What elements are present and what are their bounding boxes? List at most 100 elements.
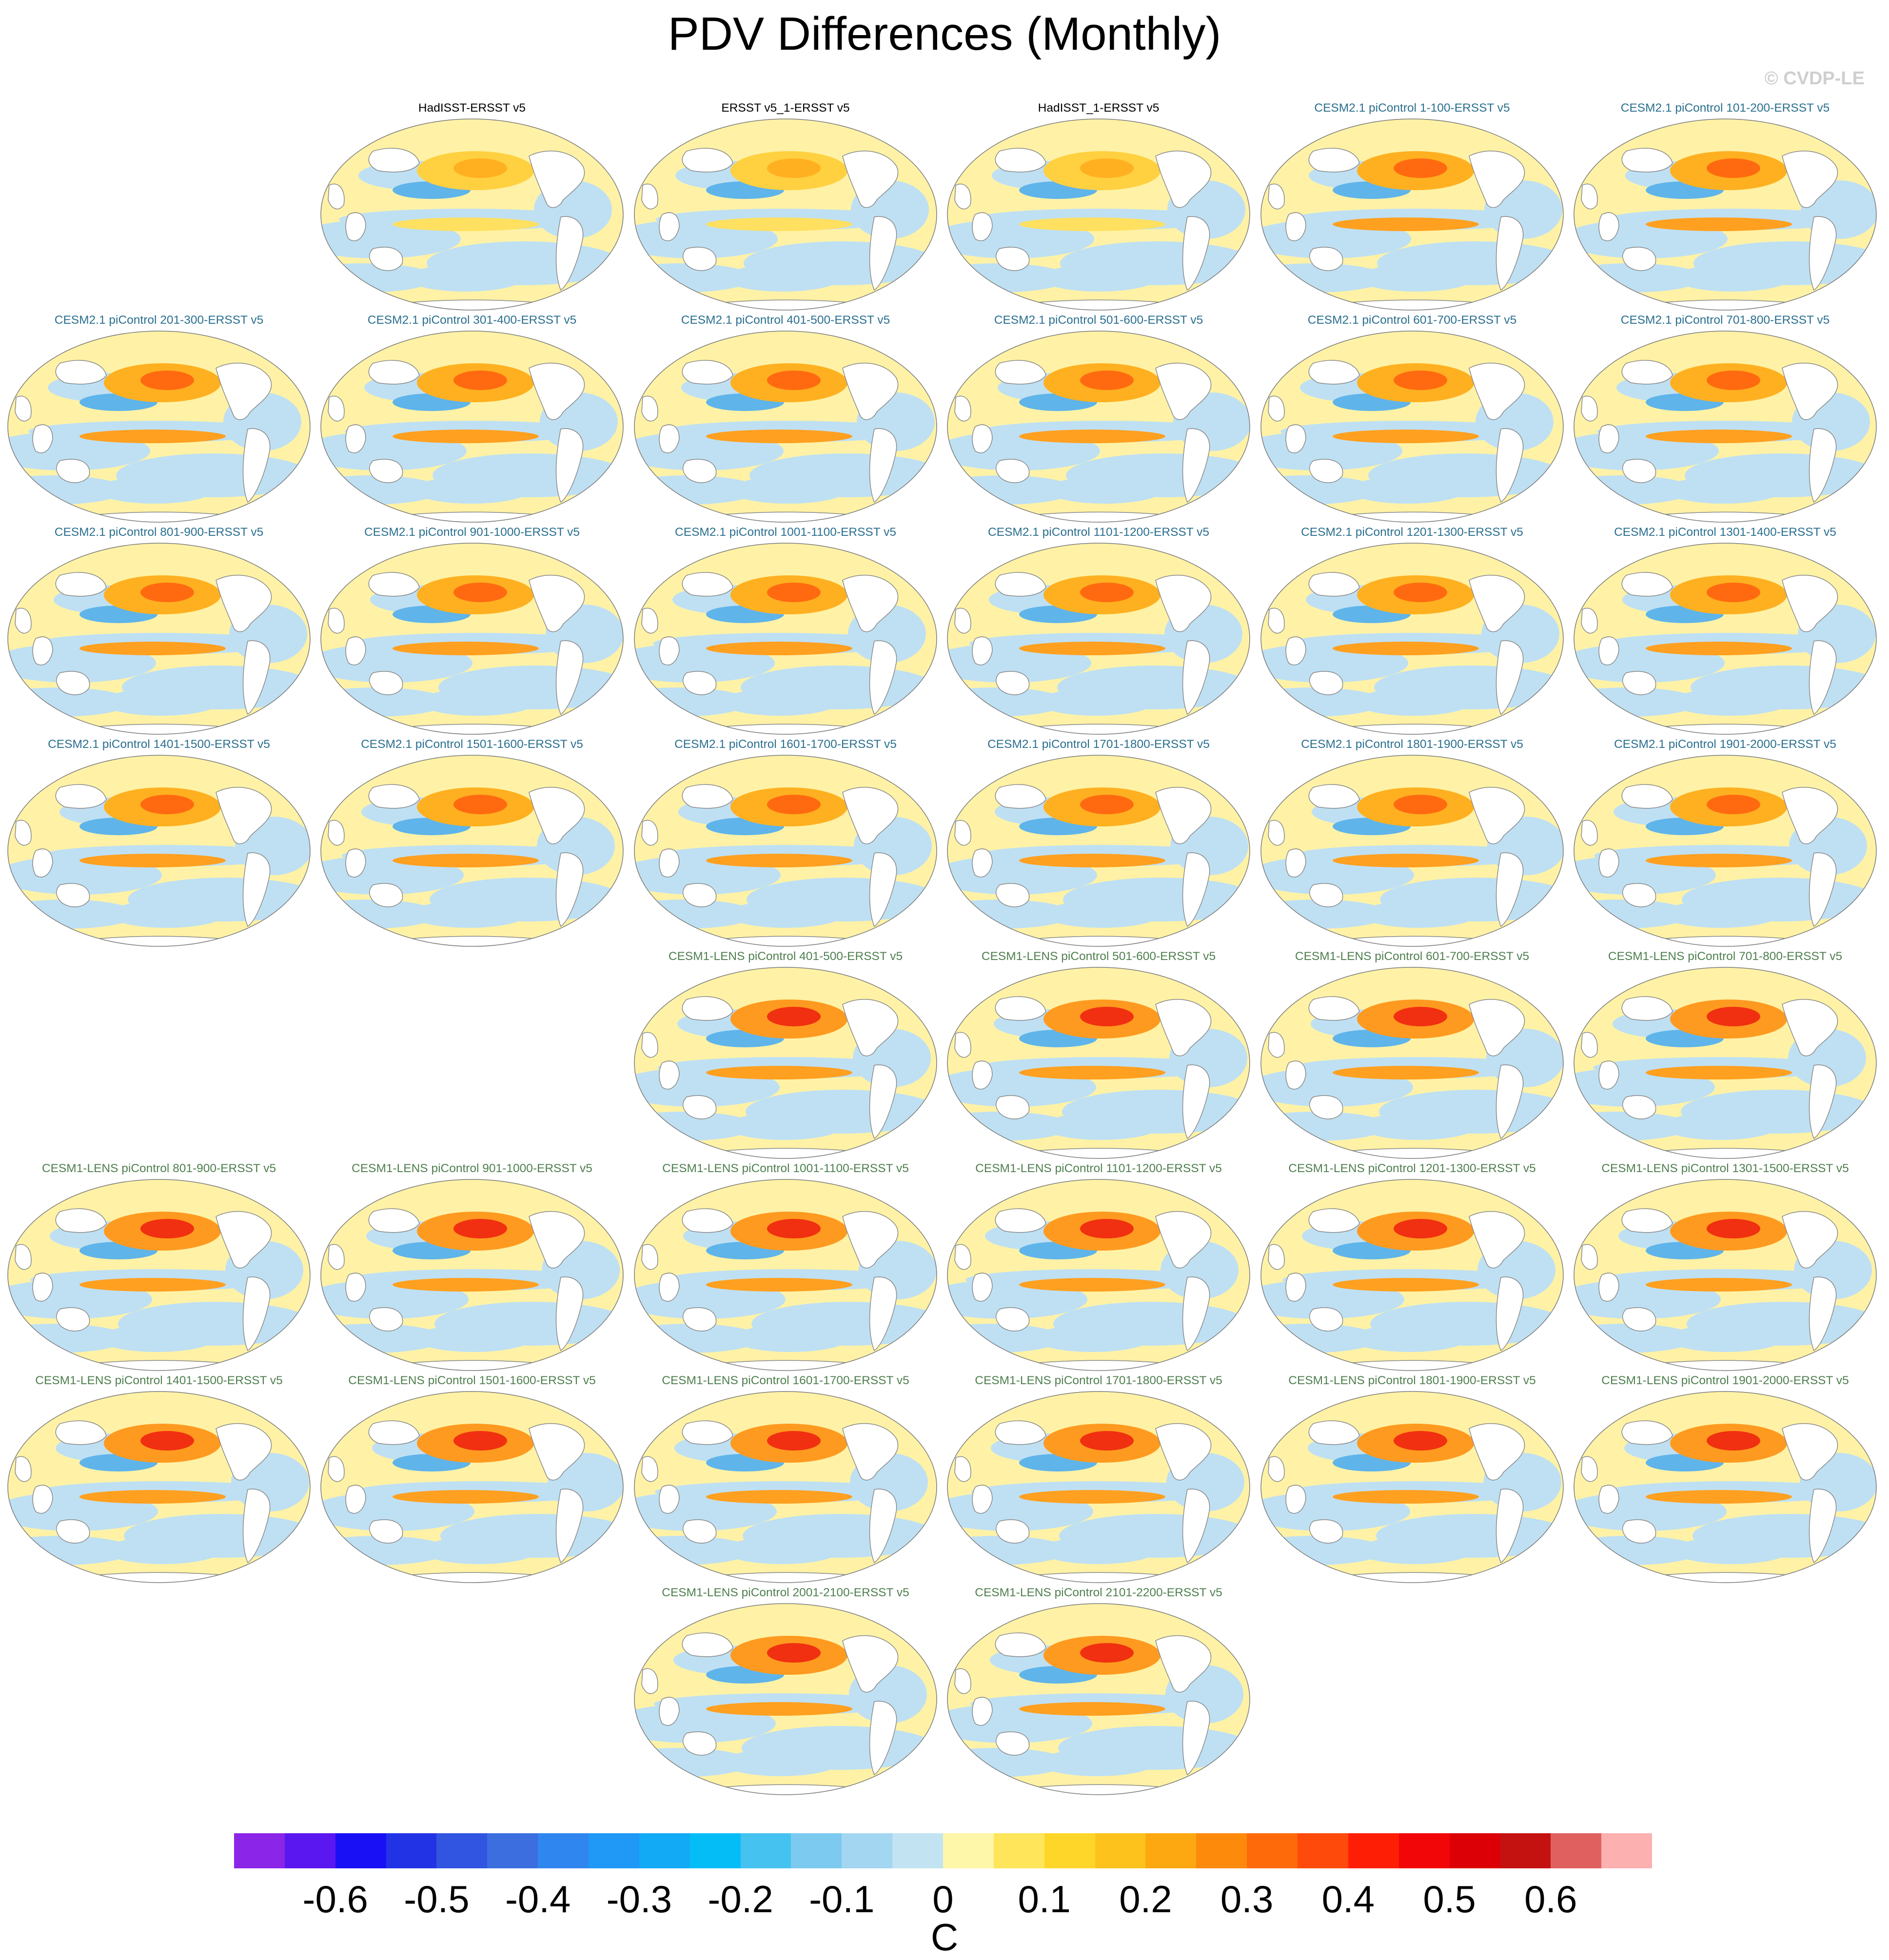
tropical-anomaly-band [1019,1278,1165,1292]
continent-outline [1622,1519,1656,1544]
colorbar-swatch [892,1833,944,1868]
tropical-anomaly-band [706,1278,852,1292]
tropical-anomaly-band [706,854,852,867]
continent-outline [368,148,420,173]
continent-outline [56,459,90,483]
map-panel-grid: HadISST-ERSST v5 ERSST v5_1-ERSST v5 HadIS… [2,100,1882,1795]
tropical-anomaly-band [1646,217,1792,231]
map-border [1574,543,1877,735]
map-border [320,755,624,947]
colorbar-swatch [1298,1833,1348,1868]
tropical-anomaly-band [79,642,226,655]
panel-title: CESM2.1 piControl 1801-1900-ERSST v5 [1301,738,1523,751]
continent-outline [1495,216,1524,291]
continent-outline [995,148,1046,173]
colorbar-swatch [589,1833,639,1868]
continent-outline [683,1307,717,1332]
continent-outline [683,247,717,271]
panel-title: CESM2.1 piControl 801-900-ERSST v5 [54,526,264,539]
continent-outline [555,852,584,927]
continent-outline [1469,1211,1525,1269]
panel-title: CESM2.1 piControl 1701-1800-ERSST v5 [987,738,1210,751]
map-border [947,1179,1250,1371]
map-border [1260,1179,1564,1371]
continent-outline [641,1032,658,1058]
panel-title: HadISST_1-ERSST v5 [1038,101,1160,115]
global-map [7,1179,311,1371]
negative-anomaly-area [1039,1749,1156,1776]
continent-outline [1598,636,1619,666]
colorbar-tick-label: 0.6 [1524,1878,1577,1921]
continent-outline [1469,999,1525,1057]
figure-title: PDV Differences (Monthly) [668,8,1221,60]
global-map [1260,543,1564,735]
continent-outline [659,1273,680,1302]
continent-outline [972,848,993,878]
continent-outline [954,1032,971,1058]
map-panel: CESM2.1 piControl 701-800-ERSST v5 [1569,313,1882,525]
negative-anomaly-area [1358,264,1475,292]
map-panel: CESM1-LENS piControl 1401-1500-ERSST v5 [2,1373,315,1586]
panel-title: CESM1-LENS piControl 1001-1100-ERSST v5 [662,1162,909,1175]
continent-outline [1268,395,1285,422]
continent-outline [1622,883,1656,907]
tropical-anomaly-band [1646,1066,1792,1079]
continent-outline [555,216,584,291]
continent-outline [1495,1489,1524,1564]
colorbar-tick-label: 0.1 [1018,1878,1071,1921]
continent-outline [1809,216,1837,291]
positive-anomaly-core [140,583,194,602]
map-panel: CESM1-LENS piControl 1801-1900-ERSST v5 [1256,1373,1569,1586]
continent-outline [1285,848,1306,878]
continent-outline [1182,1276,1210,1352]
continent-outline [1469,150,1525,208]
tropical-anomaly-band [706,642,852,655]
negative-anomaly-area [1349,476,1466,504]
continent-outline [55,360,107,385]
continent-outline [869,1064,897,1139]
continent-outline [368,1420,420,1445]
continent-outline [55,784,107,809]
continent-outline [972,424,993,453]
continent-outline [328,608,345,634]
continent-outline [369,883,403,907]
continent-outline [869,428,897,503]
copyright-watermark: © CVDP-LE [1764,68,1865,89]
negative-anomaly-area [98,1325,216,1352]
map-panel: CESM1-LENS piControl 1601-1700-ERSST v5 [629,1373,942,1586]
continent-outline [1155,362,1212,420]
continent-outline [32,424,53,453]
continent-outline [996,1307,1030,1332]
colorbar-swatch [842,1833,893,1868]
map-border [1574,755,1877,947]
panel-title: CESM1-LENS piControl 1501-1600-ERSST v5 [348,1374,596,1387]
positive-anomaly-core [140,1431,194,1450]
continent-outline [1268,1456,1285,1482]
colorbar-swatch [740,1833,791,1868]
map-panel: CESM2.1 piControl 1301-1400-ERSST v5 [1569,525,1882,737]
continent-outline [1782,786,1838,844]
continent-outline [1621,1208,1673,1233]
colorbar-tick-label: -0.3 [606,1878,672,1921]
map-panel: ERSST v5_1-ERSST v5 [629,100,942,313]
continent-outline [954,608,971,634]
continent-outline [1182,216,1210,291]
positive-anomaly-core [140,795,194,814]
continent-outline [869,1701,897,1776]
tropical-anomaly-band [1019,217,1165,231]
tropical-anomaly-band [393,430,539,443]
continent-outline [1581,820,1598,846]
continent-outline [1495,1064,1524,1139]
continent-outline [32,1485,53,1514]
positive-anomaly-core [767,583,821,602]
continent-outline [683,671,717,695]
continent-outline [1308,1208,1360,1233]
negative-anomaly-area [102,688,219,716]
continent-outline [369,1307,403,1332]
map-panel: CESM2.1 piControl 901-1000-ERSST v5 [315,525,629,737]
global-map [634,118,937,311]
colorbar-tick-label: 0.5 [1423,1878,1476,1921]
colorbar-tick-labels: -0.6 -0.5 -0.4 -0.3 -0.2 -0.1 0 0.1 0.2 0.3 0.4 0.5… [234,1877,1652,1921]
continent-outline [216,362,272,420]
continent-outline [1809,428,1837,503]
